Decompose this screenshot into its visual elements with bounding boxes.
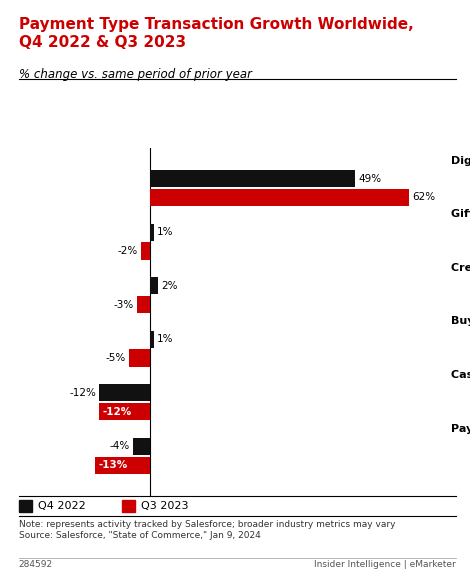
- Text: -5%: -5%: [105, 353, 125, 363]
- Text: % change vs. same period of prior year: % change vs. same period of prior year: [19, 68, 252, 81]
- Text: 2%: 2%: [161, 281, 178, 291]
- Text: 49%: 49%: [358, 173, 381, 184]
- Text: -2%: -2%: [118, 246, 138, 256]
- Bar: [149, 189, 409, 206]
- Bar: [141, 242, 149, 259]
- Text: Credit cards: Credit cards: [451, 263, 470, 273]
- Bar: [149, 224, 154, 241]
- Text: Payment Type Transaction Growth Worldwide,
Q4 2022 & Q3 2023: Payment Type Transaction Growth Worldwid…: [19, 17, 414, 50]
- Bar: [133, 438, 149, 455]
- Text: -3%: -3%: [113, 299, 133, 310]
- Text: 1%: 1%: [157, 227, 173, 237]
- Text: Q4 2022: Q4 2022: [38, 501, 86, 511]
- Text: Gift cards/loyalty points: Gift cards/loyalty points: [451, 209, 470, 219]
- Text: PayPal: PayPal: [451, 423, 470, 433]
- Bar: [149, 331, 154, 348]
- Text: -12%: -12%: [69, 388, 96, 398]
- Bar: [149, 277, 158, 294]
- Bar: [149, 170, 355, 187]
- Text: Digital wallets: Digital wallets: [451, 156, 470, 166]
- Text: -13%: -13%: [99, 460, 128, 470]
- Text: Insider Intelligence | eMarketer: Insider Intelligence | eMarketer: [314, 560, 456, 570]
- Text: Note: represents activity tracked by Salesforce; broader industry metrics may va: Note: represents activity tracked by Sal…: [19, 520, 395, 541]
- Bar: [99, 385, 149, 401]
- Text: 1%: 1%: [157, 334, 173, 345]
- Bar: [99, 403, 149, 420]
- Text: -12%: -12%: [102, 407, 132, 416]
- Bar: [137, 296, 149, 313]
- Text: 62%: 62%: [413, 193, 436, 202]
- Text: Cash or bank transfer: Cash or bank transfer: [451, 370, 470, 380]
- Bar: [95, 456, 149, 474]
- Bar: [129, 350, 149, 367]
- Text: -4%: -4%: [109, 441, 129, 451]
- Text: Buy now, pay later (BNPL): Buy now, pay later (BNPL): [451, 317, 470, 327]
- Text: 284592: 284592: [19, 560, 53, 570]
- Text: Q3 2023: Q3 2023: [141, 501, 188, 511]
